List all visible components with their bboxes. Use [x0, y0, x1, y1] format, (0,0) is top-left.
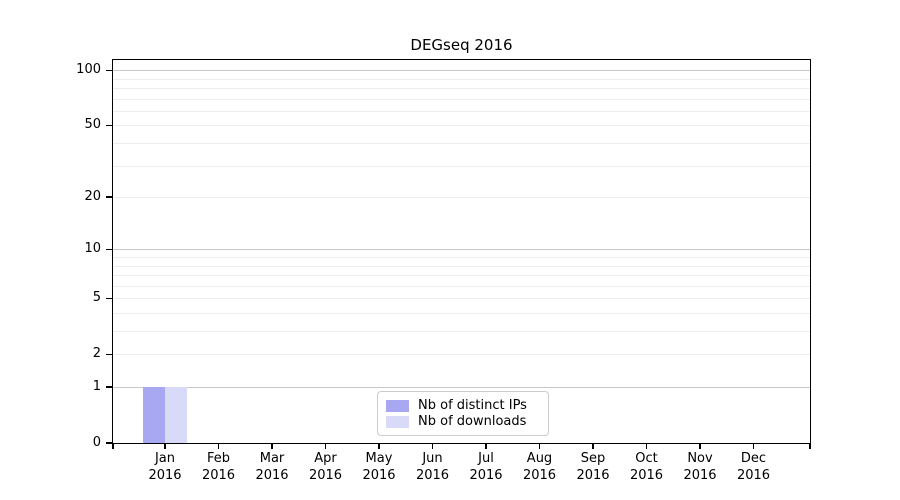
legend-entry: Nb of downloads — [386, 414, 540, 429]
x-tick-mark — [324, 443, 327, 449]
y-tick-mark — [106, 353, 113, 355]
gridline-minor — [113, 165, 810, 167]
bar-nb-of-distinct-ips — [142, 387, 165, 443]
gridline-minor — [113, 298, 810, 300]
legend-entry: Nb of distinct IPs — [386, 398, 540, 413]
gridline-major — [113, 70, 810, 72]
x-tick-mark — [752, 443, 755, 449]
y-tick-mark — [106, 386, 113, 388]
x-tick-mark — [592, 443, 594, 449]
gridline-minor — [113, 354, 810, 356]
y-tick-mark — [106, 248, 113, 250]
x-tick-mark — [538, 443, 541, 449]
gridline-minor — [113, 197, 810, 199]
gridline-minor — [113, 312, 810, 314]
bar-nb-of-downloads — [165, 387, 188, 443]
gridline-minor — [113, 265, 810, 267]
y-tick-label: 10 — [84, 241, 101, 257]
legend-swatch — [386, 399, 409, 412]
gridline-minor — [113, 88, 810, 90]
x-tick-label: Oct 2016 — [629, 451, 664, 483]
y-tick-mark — [106, 124, 113, 126]
x-tick-edge-left — [112, 443, 114, 449]
x-tick-mark — [271, 443, 273, 449]
legend-swatch — [386, 415, 409, 428]
y-tick-mark — [106, 297, 113, 299]
x-tick-mark — [431, 443, 434, 449]
x-tick-label: Jan 2016 — [148, 451, 182, 483]
x-tick-label: Dec 2016 — [736, 451, 771, 483]
x-tick-label: Nov 2016 — [683, 451, 717, 483]
x-tick-mark — [164, 443, 166, 449]
gridline-minor — [113, 98, 810, 100]
legend-label: Nb of downloads — [418, 414, 527, 429]
x-tick-label: Sep 2016 — [576, 451, 610, 483]
gridline-minor — [113, 125, 810, 127]
y-tick-label: 1 — [92, 379, 101, 394]
plot-area: 0 1 2 5 10 20 50 100 Jan 2016 Feb 2016 Mar 2016 Ap… — [76, 58, 812, 483]
gridline-minor — [113, 331, 810, 333]
x-tick-label: Aug 2016 — [522, 451, 557, 483]
x-tick-label: Jun 2016 — [415, 451, 450, 483]
y-tick-label: 2 — [92, 346, 101, 362]
x-tick-label: May 2016 — [362, 451, 396, 483]
gridline-minor — [113, 257, 810, 258]
x-tick-label: Apr 2016 — [308, 451, 343, 483]
x-tick-mark — [699, 443, 701, 449]
x-tick-edge-right — [809, 443, 811, 449]
y-tick-mark — [106, 442, 113, 444]
plot-spine-left — [111, 59, 113, 444]
x-tick-mark — [645, 443, 648, 449]
gridline-minor — [113, 275, 810, 277]
y-tick-label: 20 — [84, 189, 101, 205]
y-tick-mark — [106, 196, 113, 198]
gridline-minor — [113, 110, 810, 112]
gridline-major — [113, 387, 810, 389]
y-tick-label: 0 — [92, 435, 101, 450]
plot-spine-bottom — [112, 443, 811, 445]
x-tick-label: Jul 2016 — [469, 451, 503, 483]
x-tick-label: Feb 2016 — [201, 451, 236, 483]
legend: Nb of distinct IPs Nb of downloads — [377, 391, 549, 436]
plot-spine-top — [112, 58, 811, 60]
chart-title: DEGseq 2016 — [410, 36, 513, 54]
y-tick-label: 5 — [92, 290, 101, 306]
gridline-minor — [113, 285, 810, 287]
y-tick-mark — [106, 69, 113, 71]
gridline-minor — [113, 78, 810, 80]
x-tick-mark — [485, 443, 487, 449]
gridline-minor — [113, 143, 810, 145]
x-tick-mark — [378, 443, 380, 449]
plot-spine-right — [810, 59, 812, 444]
x-tick-label: Mar 2016 — [255, 451, 289, 483]
gridline-major — [113, 249, 810, 251]
y-tick-label: 100 — [76, 62, 101, 78]
x-tick-mark — [217, 443, 220, 449]
y-tick-label: 50 — [84, 117, 101, 133]
legend-label: Nb of distinct IPs — [418, 398, 527, 413]
